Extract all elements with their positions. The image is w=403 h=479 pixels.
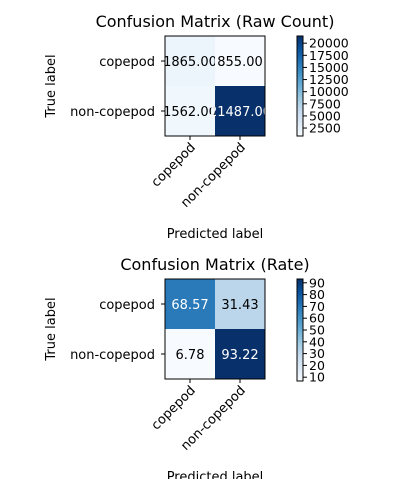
colorbar-tick-label: 70 <box>309 299 325 314</box>
colorbar-tick-label: 10 <box>309 370 325 385</box>
y-tick-label: copepod <box>99 298 155 313</box>
cell-value-label: 855.00 <box>217 55 263 70</box>
y-tick-label: non-copepod <box>70 348 155 363</box>
x-tick-label: copepod <box>149 383 199 433</box>
cell-value-label: 68.57 <box>171 298 208 313</box>
heatmap-cell <box>165 36 215 86</box>
colorbar-tick-label: 90 <box>309 275 325 290</box>
colorbar-tick-label: 40 <box>309 334 325 349</box>
y-axis-label: True label <box>44 297 59 361</box>
x-axis-label: Predicted label <box>167 227 264 242</box>
colorbar-tick-label: 10000 <box>309 84 349 99</box>
heatmap-cell <box>165 329 215 379</box>
cell-value-label: 21487.00 <box>209 105 271 120</box>
colorbar <box>296 35 304 137</box>
plot-frame <box>164 35 266 137</box>
heatmap-cell <box>165 86 215 136</box>
x-axis-label: Predicted label <box>167 470 264 479</box>
colorbar-tick-label: 17500 <box>309 48 349 63</box>
colorbar-tick-label: 12500 <box>309 72 349 87</box>
colorbar-tick-label: 5000 <box>309 108 341 123</box>
chart-title: Confusion Matrix (Rate) <box>120 255 309 274</box>
heatmap-cell <box>165 279 215 329</box>
colorbar <box>296 278 304 382</box>
y-axis-label: True label <box>44 54 59 118</box>
cell-value-label: 1562.00 <box>163 105 217 120</box>
heatmap-cell <box>215 329 265 379</box>
raw-count-chart: Confusion Matrix (Raw Count) 1865.00 855.0… <box>44 12 349 242</box>
cell-value-label: 6.78 <box>176 348 205 363</box>
y-tick-label: non-copepod <box>70 105 155 120</box>
colorbar-tick-label: 15000 <box>309 60 349 75</box>
y-tick-label: copepod <box>99 55 155 70</box>
rate-chart: Confusion Matrix (Rate) 68.57 31.43 6.78 93.… <box>44 255 325 479</box>
cell-value-label: 31.43 <box>221 298 258 313</box>
colorbar-tick-label: 20000 <box>309 36 349 51</box>
colorbar-tick-label: 7500 <box>309 96 341 111</box>
colorbar-tick-label: 20 <box>309 358 325 373</box>
cell-value-label: 1865.00 <box>163 55 217 70</box>
colorbar-tick-label: 30 <box>309 346 325 361</box>
plot-frame <box>164 278 266 380</box>
colorbar-tick-label: 60 <box>309 311 325 326</box>
colorbar-tick-label: 50 <box>309 323 325 338</box>
heatmap-cell <box>215 86 265 136</box>
heatmap-cell <box>215 279 265 329</box>
colorbar-tick-label: 80 <box>309 287 325 302</box>
x-tick-label: copepod <box>149 140 199 190</box>
colorbar-tick-label: 2500 <box>309 121 341 136</box>
cell-value-label: 93.22 <box>221 348 258 363</box>
chart-title: Confusion Matrix (Raw Count) <box>96 12 335 31</box>
heatmap-cell <box>215 36 265 86</box>
